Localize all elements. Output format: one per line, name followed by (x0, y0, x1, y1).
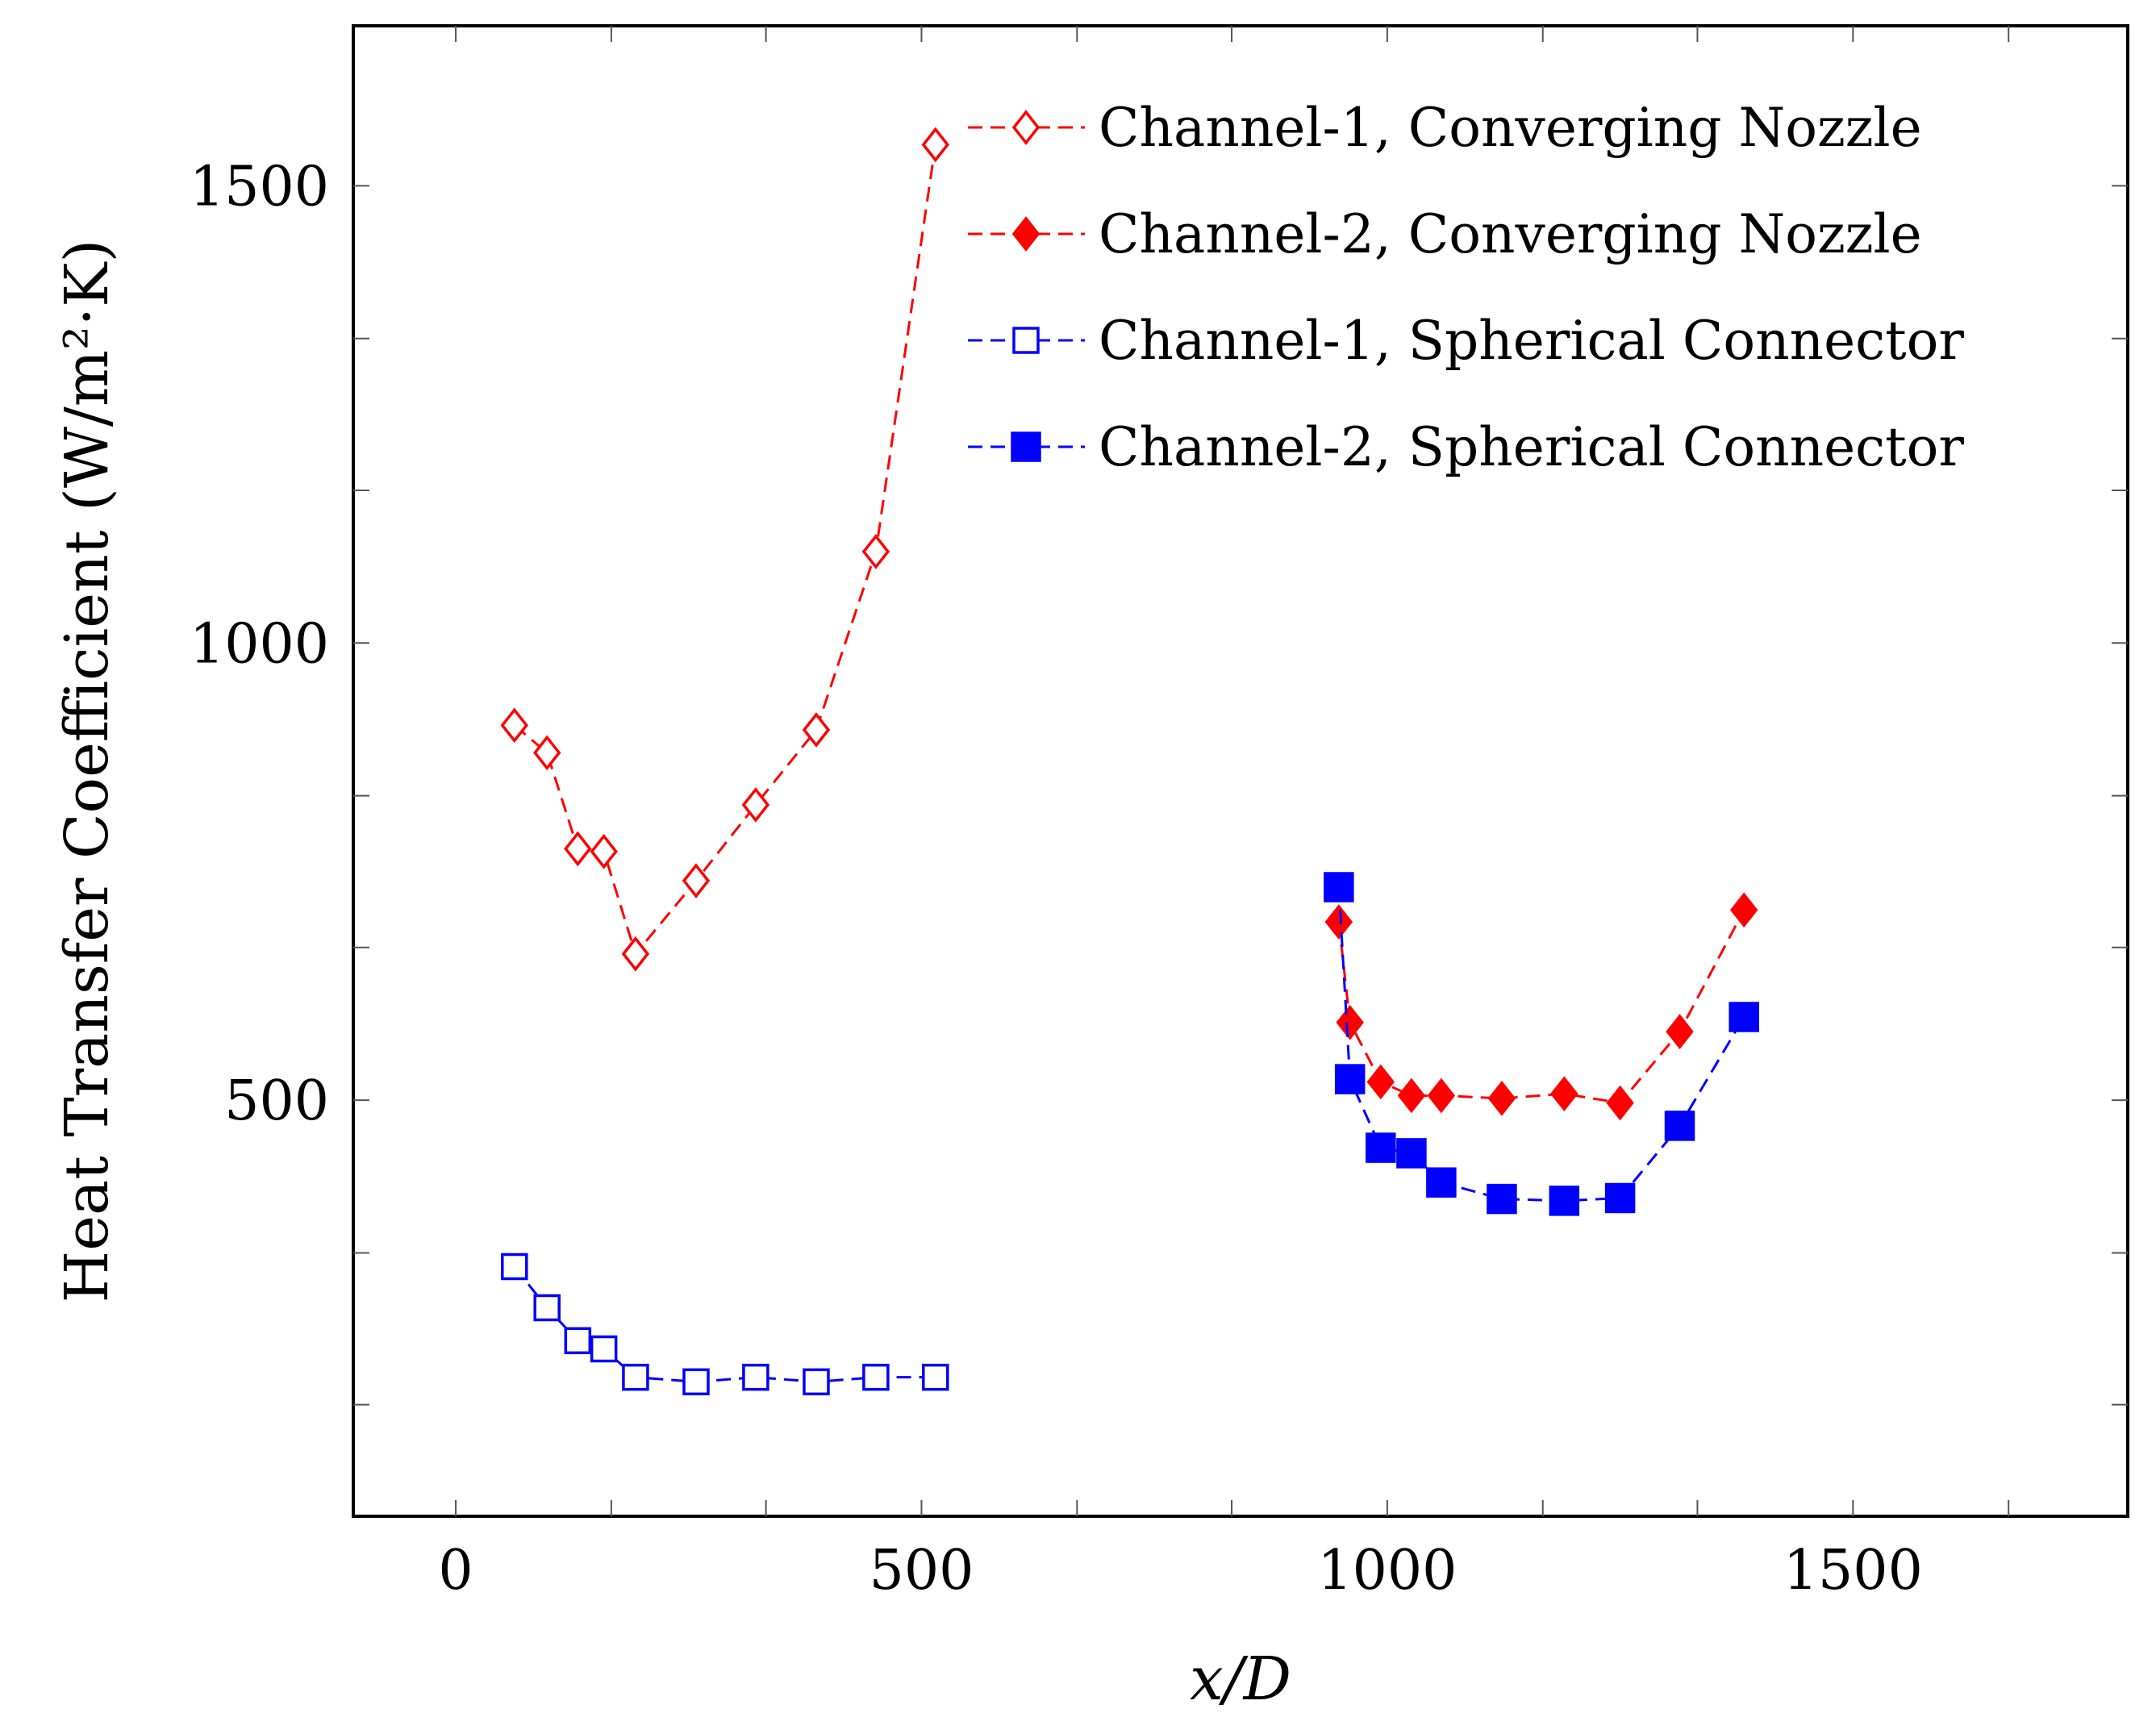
legend-entry: Channel-1, Converging Nozzle (968, 97, 1922, 159)
data-point (590, 1335, 618, 1363)
legend-label: Channel-1, Spherical Connector (1099, 310, 1964, 372)
series-line (1337, 886, 1745, 1203)
x-tick-label: 1500 (1783, 1539, 1923, 1603)
data-point (532, 735, 561, 771)
data-point (1604, 1182, 1636, 1214)
data-point (1366, 1064, 1395, 1100)
legend-label: Channel-2, Converging Nozzle (1099, 203, 1922, 265)
data-point (1606, 1085, 1634, 1121)
x-tick-label: 500 (869, 1539, 974, 1603)
data-point (802, 712, 831, 748)
data-point (1549, 1186, 1580, 1216)
legend: Channel-1, Converging Nozzle Channel-2, C… (968, 97, 1964, 478)
y-tick-label: 500 (224, 1069, 329, 1133)
data-point (533, 1294, 561, 1322)
y-tick-label: 1500 (190, 155, 329, 219)
plot-area (352, 24, 2129, 1518)
data-point (1012, 327, 1040, 354)
data-point (1487, 1183, 1517, 1215)
data-point (1427, 1077, 1456, 1114)
data-point (1426, 1167, 1457, 1198)
data-point (1396, 1138, 1427, 1169)
data-point (500, 707, 529, 744)
axis-ticks (353, 26, 2128, 1516)
series-3 (501, 1253, 949, 1396)
data-point (741, 787, 770, 823)
legend-entry: Channel-1, Spherical Connector (968, 310, 1964, 372)
data-point (1011, 431, 1041, 462)
legend-entry: Channel-2, Spherical Connector (968, 416, 1964, 478)
series-line (1337, 909, 1745, 1105)
data-point (742, 1363, 769, 1391)
data-point (501, 1253, 528, 1281)
data-point (1011, 216, 1040, 252)
data-point (1336, 1004, 1364, 1040)
data-point (861, 534, 890, 569)
legend-label: Channel-2, Spherical Connector (1099, 416, 1964, 478)
x-axis-title: x/D (1190, 1644, 1291, 1714)
data-point (1550, 1076, 1578, 1112)
legend-label: Channel-1, Converging Nozzle (1099, 97, 1922, 159)
data-point (1664, 1111, 1695, 1141)
data-point (1487, 1081, 1516, 1116)
data-point (590, 833, 618, 869)
data-point (1729, 1002, 1759, 1032)
data-point (1397, 1077, 1426, 1114)
series-line (513, 144, 937, 957)
data-point (803, 1368, 830, 1396)
data-point (1011, 110, 1040, 145)
series-4 (1324, 872, 1759, 1216)
data-point (1324, 904, 1353, 940)
data-point (1366, 1132, 1396, 1163)
y-tick-label: 1000 (190, 612, 329, 676)
series-layer (500, 127, 1759, 1396)
data-point (682, 1368, 710, 1396)
data-point (564, 1327, 592, 1355)
series-1 (500, 127, 950, 972)
tick-labels: 0 500 1000 1500 500 1000 1500 (190, 155, 1923, 1603)
x-tick-label: 0 (438, 1539, 473, 1603)
x-tick-label: 1000 (1317, 1539, 1457, 1603)
data-point (1729, 892, 1758, 928)
data-point (862, 1363, 890, 1391)
legend-entry: Channel-2, Converging Nozzle (968, 203, 1922, 265)
data-point (1334, 1064, 1366, 1094)
data-point (621, 936, 650, 972)
data-point (682, 863, 711, 898)
series-line (513, 1265, 936, 1383)
data-point (1324, 872, 1354, 902)
data-point (922, 1363, 949, 1391)
data-point (622, 1363, 649, 1391)
series-2 (1324, 892, 1758, 1121)
y-axis-title: Heat Transfer Coefficient (W/m²·K) (52, 240, 122, 1303)
data-point (564, 831, 592, 867)
data-point (921, 127, 950, 163)
data-point (1666, 1014, 1694, 1049)
